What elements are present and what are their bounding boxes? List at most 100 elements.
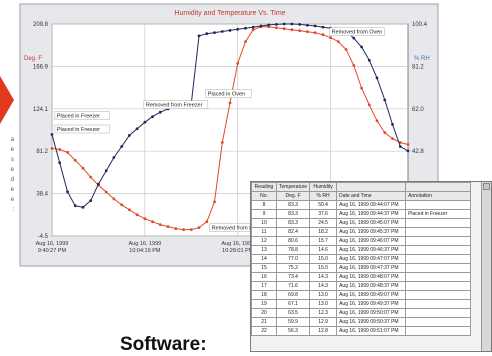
table-row[interactable]: 19 67.1 13.0 Aug 16, 1999 09:49:37 PM [251,299,472,309]
table-header-row-top: Reading Temperature Humidity [251,182,472,192]
left-text-fragment: e [10,197,14,203]
series-point-1 [158,110,162,114]
series-point-0 [367,103,371,107]
table-row[interactable]: 20 63.5 12.3 Aug 16, 1999 09:50:07 PM [251,308,472,318]
cell-no: 18 [251,290,277,300]
cell-temperature: 78.8 [275,245,311,255]
chart: Humidity and Temperature Vs. Time Deg. F%… [19,3,439,267]
series-point-0 [352,64,356,67]
table-row[interactable]: 12 80.6 15.7 Aug 16, 1999 09:46:07 PM [251,236,472,246]
readings-table-window[interactable]: Reading Temperature Humidity No. Deg. F … [250,181,492,352]
cell-annotation [405,272,472,282]
table-row[interactable]: 9 83.3 37.6 Aug 16, 1999 09:44:37 PM Placed … [251,209,472,219]
table-row[interactable]: 8 83.3 50.4 Aug 16, 1999 09:44:07 PM [251,200,472,210]
annotation-box [54,124,110,134]
y-left-tick-label: 124.1 [33,107,49,113]
series-point-1 [50,133,54,136]
annotation-label: Placed in Freezer [57,114,100,120]
cell-no: 19 [251,299,277,309]
cell-date-time: Aug 16, 1999 09:49:37 PM [336,299,407,309]
series-point-0 [135,213,139,217]
table-row[interactable]: 10 83.3 24.5 Aug 16, 1999 09:45:07 PM [251,218,472,228]
series-point-0 [360,86,363,90]
cell-temperature: 67.1 [275,299,311,309]
cell-annotation [405,218,472,228]
cell-no: 16 [251,272,277,282]
cell-no: 15 [251,263,277,273]
header-humidity: Humidity [309,182,338,192]
table-row[interactable]: 16 73.4 14.3 Aug 16, 1999 09:48:07 PM [251,272,472,282]
cell-temperature: 83.3 [275,218,311,228]
x-tick-time: 10:04:19 PM [129,248,161,254]
cell-date-time: Aug 16, 1999 09:49:07 PM [336,290,407,300]
series-point-0 [244,40,247,43]
left-text-fragment: e [10,147,14,153]
series-point-1 [313,24,317,28]
cell-no: 9 [251,209,277,219]
series-point-1 [267,23,271,27]
cell-annotation [405,317,472,327]
table-row[interactable]: 22 56.3 12.8 Aug 16, 1999 09:51:07 PM [251,326,472,336]
x-tick-date: Aug 16, 1999 [129,241,162,247]
series-point-0 [112,197,116,201]
cell-humidity: 14.3 [309,272,338,282]
annotation-label: Removed from Oven [332,30,383,36]
series-point-0 [104,190,108,194]
y-left-tick-label: 209.8 [33,22,49,28]
series-point-1 [383,98,387,102]
table-scrollbar[interactable] [481,182,491,351]
series-point-1 [244,26,247,30]
series-point-0 [58,148,62,151]
left-text-fragment: e [10,167,14,173]
series-point-1 [151,115,155,118]
table-row[interactable]: 13 78.8 14.6 Aug 16, 1999 09:46:37 PM [251,245,472,255]
header-blank [336,182,407,192]
y-left-tick-label: 38.4 [36,192,48,198]
cell-temperature: 82.4 [275,227,311,237]
series-point-1 [205,32,209,36]
annotation-label: Removed from Freezer [146,103,203,109]
header-temperature: Temperature [275,182,311,192]
series-point-0 [189,228,193,232]
left-text-fragment: e [10,187,14,193]
series-point-1 [58,161,62,165]
series-point-1 [89,199,93,203]
series-point-1 [251,25,255,29]
table-row[interactable]: 14 77.0 15.0 Aug 16, 1999 09:47:07 PM [251,254,472,264]
table-row[interactable]: 15 75.2 15.0 Aug 16, 1999 09:47:37 PM [251,263,472,273]
scroll-up-icon[interactable] [483,183,490,190]
series-point-0 [391,137,394,141]
cell-no: 22 [251,326,277,336]
table-row[interactable]: 17 71.6 14.3 Aug 16, 1999 09:48:37 PM [251,281,472,291]
table-row[interactable]: 18 69.8 13.0 Aug 16, 1999 09:49:07 PM [251,290,472,300]
series-point-1 [352,36,356,40]
y-left-label: Deg. F [24,56,42,62]
cell-annotation [405,326,472,336]
series-point-1 [282,22,286,26]
cell-temperature: 69.8 [275,290,311,300]
cell-humidity: 15.0 [309,254,338,264]
table-row[interactable]: 11 82.4 18.2 Aug 16, 1999 09:45:37 PM [251,227,472,237]
cell-temperature: 75.2 [275,263,311,273]
cell-humidity: 13.0 [309,290,338,300]
cell-humidity: 12.9 [309,317,338,327]
series-point-0 [298,29,302,33]
table-row[interactable]: 21 59.9 12.9 Aug 16, 1999 09:50:37 PM [251,317,472,327]
series-point-0 [182,228,186,232]
series-point-1 [321,25,325,29]
cell-temperature: 59.9 [275,317,311,327]
cell-humidity: 18.2 [309,227,338,237]
series-point-1 [298,23,302,26]
annotation-box [205,89,252,98]
left-text-fragment: d [10,177,14,183]
cell-date-time: Aug 16, 1999 09:44:07 PM [336,200,407,210]
series-point-0 [329,36,332,40]
cell-no: 17 [251,281,277,291]
annotation-box [54,111,110,120]
cell-annotation [405,263,472,273]
left-text-fragment: a [10,137,14,143]
series-point-0 [275,26,278,30]
cell-annotation [405,200,472,210]
series-point-1 [104,169,108,173]
